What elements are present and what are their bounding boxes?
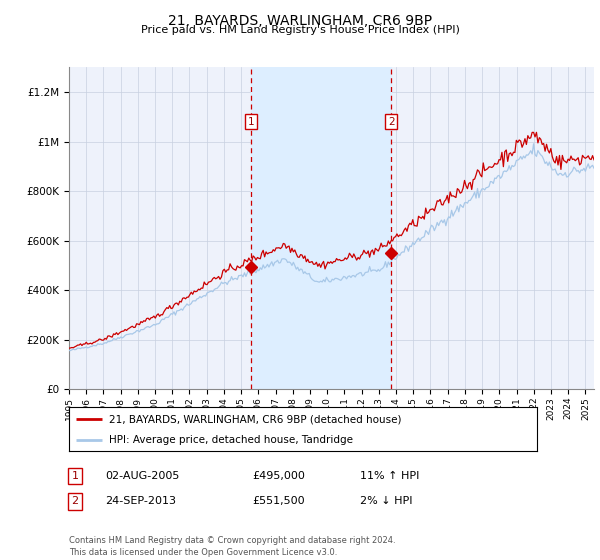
Text: 2: 2	[388, 116, 395, 127]
Text: 2% ↓ HPI: 2% ↓ HPI	[360, 496, 413, 506]
Text: 1: 1	[248, 116, 254, 127]
Text: HPI: Average price, detached house, Tandridge: HPI: Average price, detached house, Tand…	[109, 435, 353, 445]
Text: 24-SEP-2013: 24-SEP-2013	[105, 496, 176, 506]
Text: Contains HM Land Registry data © Crown copyright and database right 2024.
This d: Contains HM Land Registry data © Crown c…	[69, 536, 395, 557]
Text: 11% ↑ HPI: 11% ↑ HPI	[360, 471, 419, 481]
Text: 1: 1	[71, 471, 79, 481]
Text: 02-AUG-2005: 02-AUG-2005	[105, 471, 179, 481]
Text: 21, BAYARDS, WARLINGHAM, CR6 9BP: 21, BAYARDS, WARLINGHAM, CR6 9BP	[168, 14, 432, 28]
Text: £551,500: £551,500	[252, 496, 305, 506]
Text: £495,000: £495,000	[252, 471, 305, 481]
Text: 21, BAYARDS, WARLINGHAM, CR6 9BP (detached house): 21, BAYARDS, WARLINGHAM, CR6 9BP (detach…	[109, 414, 401, 424]
Text: 2: 2	[71, 496, 79, 506]
Text: Price paid vs. HM Land Registry's House Price Index (HPI): Price paid vs. HM Land Registry's House …	[140, 25, 460, 35]
Bar	[251, 67, 391, 389]
